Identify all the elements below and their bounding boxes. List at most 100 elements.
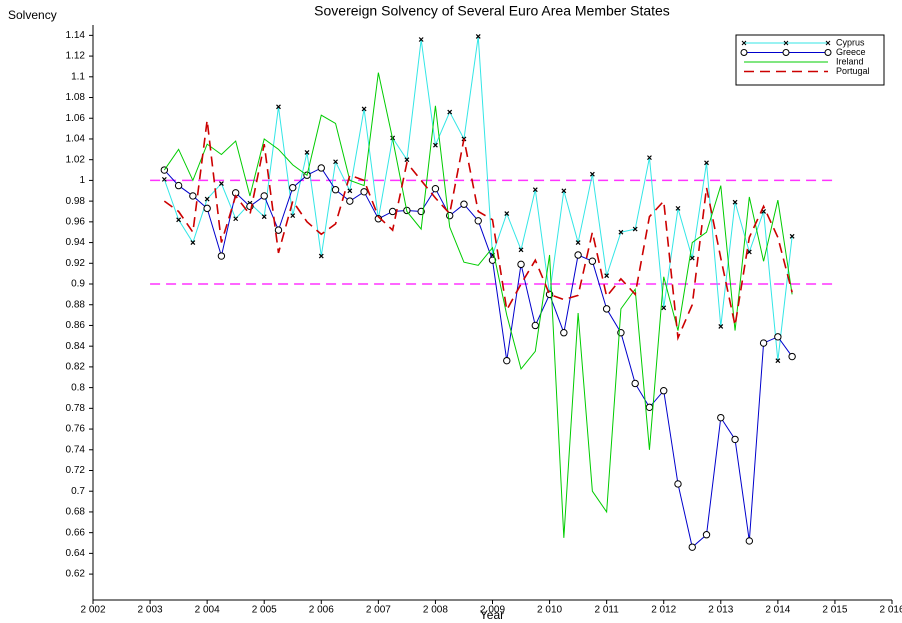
marker (317, 164, 325, 172)
marker (474, 217, 482, 225)
marker (331, 186, 340, 194)
marker (346, 197, 354, 205)
x-tick-label: 2 005 (252, 605, 277, 616)
marker (717, 413, 725, 422)
marker (217, 252, 226, 260)
y-tick-label: 0.7 (71, 486, 85, 497)
y-tick-label: 0.92 (66, 258, 86, 269)
marker (518, 247, 524, 253)
y-tick-label: 0.88 (66, 299, 86, 310)
x-tick-label: 2 006 (309, 605, 334, 616)
marker (503, 356, 511, 365)
marker (774, 333, 782, 341)
x-tick-label: 2 003 (138, 605, 163, 616)
y-tick-label: 1.14 (66, 30, 86, 41)
x-tick-label: 2 007 (366, 605, 391, 616)
legend-marker (782, 49, 790, 56)
y-tick-label: 0.82 (66, 362, 86, 373)
y-tick-label: 0.9 (71, 279, 85, 290)
marker (276, 104, 281, 110)
marker (631, 379, 639, 388)
marker (689, 255, 695, 261)
marker (731, 435, 739, 444)
y-tick-label: 0.96 (66, 216, 86, 227)
marker (618, 229, 624, 235)
series-line (163, 167, 793, 549)
marker (161, 176, 167, 182)
x-tick-label: 2 009 (480, 605, 505, 616)
y-tick-label: 1.02 (66, 154, 86, 165)
legend-marker (740, 49, 748, 56)
y-tick-label: 0.98 (66, 196, 86, 207)
marker (174, 181, 183, 190)
marker (318, 253, 324, 259)
x-tick-label: 2 015 (822, 605, 847, 616)
legend-label: Cyprus (836, 37, 865, 47)
marker (517, 260, 525, 269)
marker (218, 181, 224, 186)
marker (732, 199, 738, 205)
marker (233, 216, 239, 222)
marker (360, 188, 368, 196)
marker (447, 109, 453, 115)
marker (704, 160, 709, 166)
chart-title: Sovereign Solvency of Several Euro Area … (314, 3, 670, 19)
y-tick-label: 0.86 (66, 320, 86, 331)
y-tick-label: 0.8 (71, 382, 85, 393)
y-tick-label: 0.84 (66, 341, 86, 352)
y-tick-label: 1.1 (71, 71, 85, 82)
marker (674, 480, 682, 488)
x-tick-label: 2 010 (537, 605, 562, 616)
marker (561, 188, 567, 194)
marker (445, 211, 454, 220)
marker (660, 387, 668, 395)
marker (203, 204, 211, 213)
x-tick-label: 2 016 (879, 605, 902, 616)
y-tick-label: 0.72 (66, 465, 86, 476)
marker (632, 226, 638, 232)
series-line (163, 120, 793, 342)
legend-label: Greece (836, 47, 866, 57)
marker (789, 233, 795, 239)
y-tick-label: 0.78 (66, 403, 86, 414)
marker (289, 183, 297, 192)
marker (604, 273, 610, 279)
marker (290, 213, 296, 219)
marker (589, 171, 595, 177)
y-axis-label: Solvency (8, 8, 57, 22)
marker (675, 205, 681, 211)
marker (504, 211, 510, 216)
marker (333, 159, 338, 165)
marker (788, 352, 796, 361)
marker (745, 537, 754, 545)
x-tick-label: 2 012 (651, 605, 676, 616)
marker (775, 358, 781, 364)
marker (189, 192, 197, 200)
legend-marker (741, 40, 747, 46)
marker (532, 187, 538, 193)
x-tick-label: 2 011 (594, 605, 619, 616)
marker (433, 142, 438, 148)
y-tick-label: 1 (79, 175, 85, 186)
marker (431, 184, 440, 193)
marker (304, 150, 310, 155)
y-tick-label: 1.12 (66, 51, 86, 62)
marker (190, 240, 196, 245)
y-tick-label: 1.06 (66, 113, 86, 124)
x-tick-label: 2 008 (423, 605, 448, 616)
marker (418, 37, 424, 42)
y-tick-label: 1.04 (66, 134, 86, 145)
x-axis-label: Year (480, 608, 504, 622)
series-line (163, 36, 793, 361)
x-tick-label: 2 014 (765, 605, 790, 616)
y-tick-label: 0.64 (66, 548, 86, 559)
marker (176, 217, 182, 223)
marker (488, 256, 497, 264)
marker (260, 192, 268, 200)
legend-marker (783, 40, 789, 46)
marker (204, 196, 210, 202)
marker (602, 305, 611, 313)
